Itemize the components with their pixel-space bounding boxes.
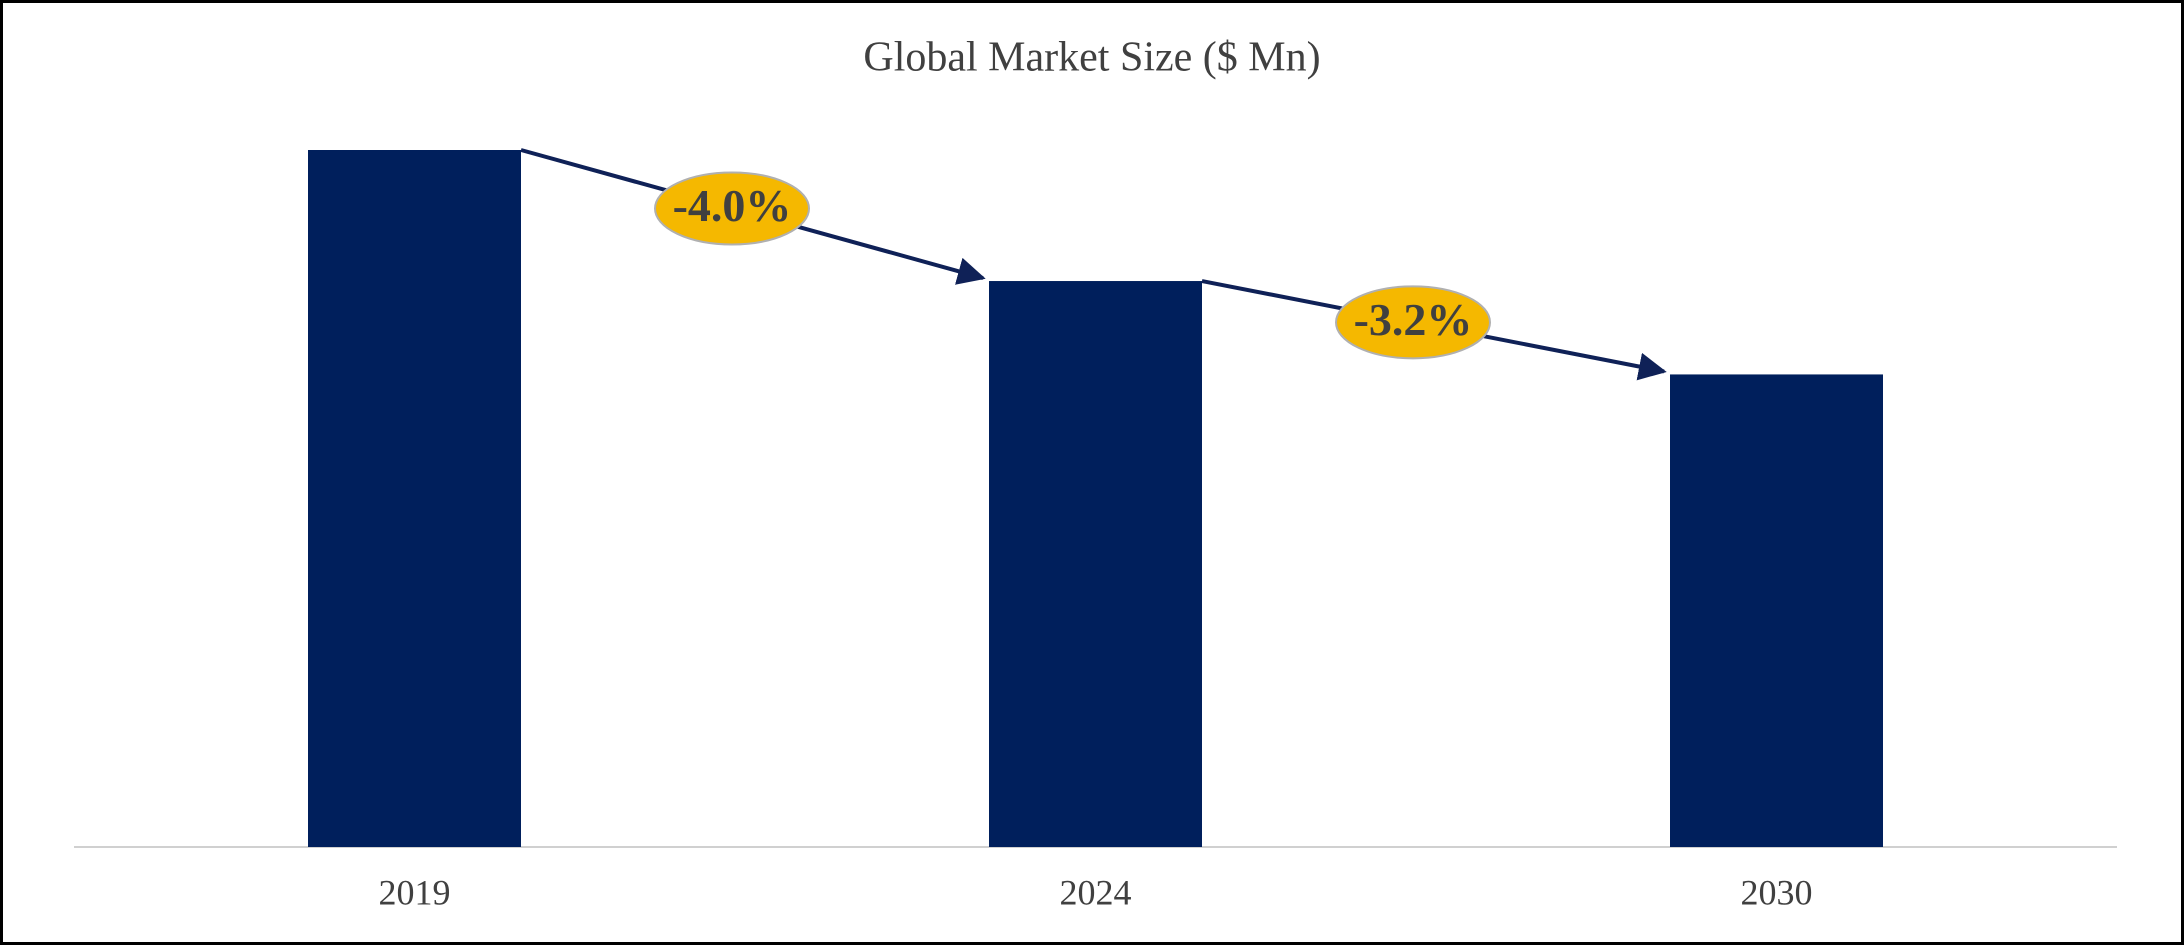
bar bbox=[308, 150, 521, 847]
x-tick-label: 2030 bbox=[1741, 872, 1813, 912]
chart-title: Global Market Size ($ Mn) bbox=[863, 35, 1320, 81]
bar bbox=[1670, 374, 1883, 847]
x-tick-label: 2019 bbox=[379, 872, 451, 912]
cagr-badge bbox=[654, 171, 810, 246]
bar bbox=[989, 281, 1202, 847]
cagr-label: -3.2% bbox=[1354, 294, 1473, 345]
x-tick-label: 2024 bbox=[1060, 872, 1132, 912]
cagr-label: -4.0% bbox=[673, 180, 792, 231]
cagr-badge bbox=[1335, 285, 1491, 360]
